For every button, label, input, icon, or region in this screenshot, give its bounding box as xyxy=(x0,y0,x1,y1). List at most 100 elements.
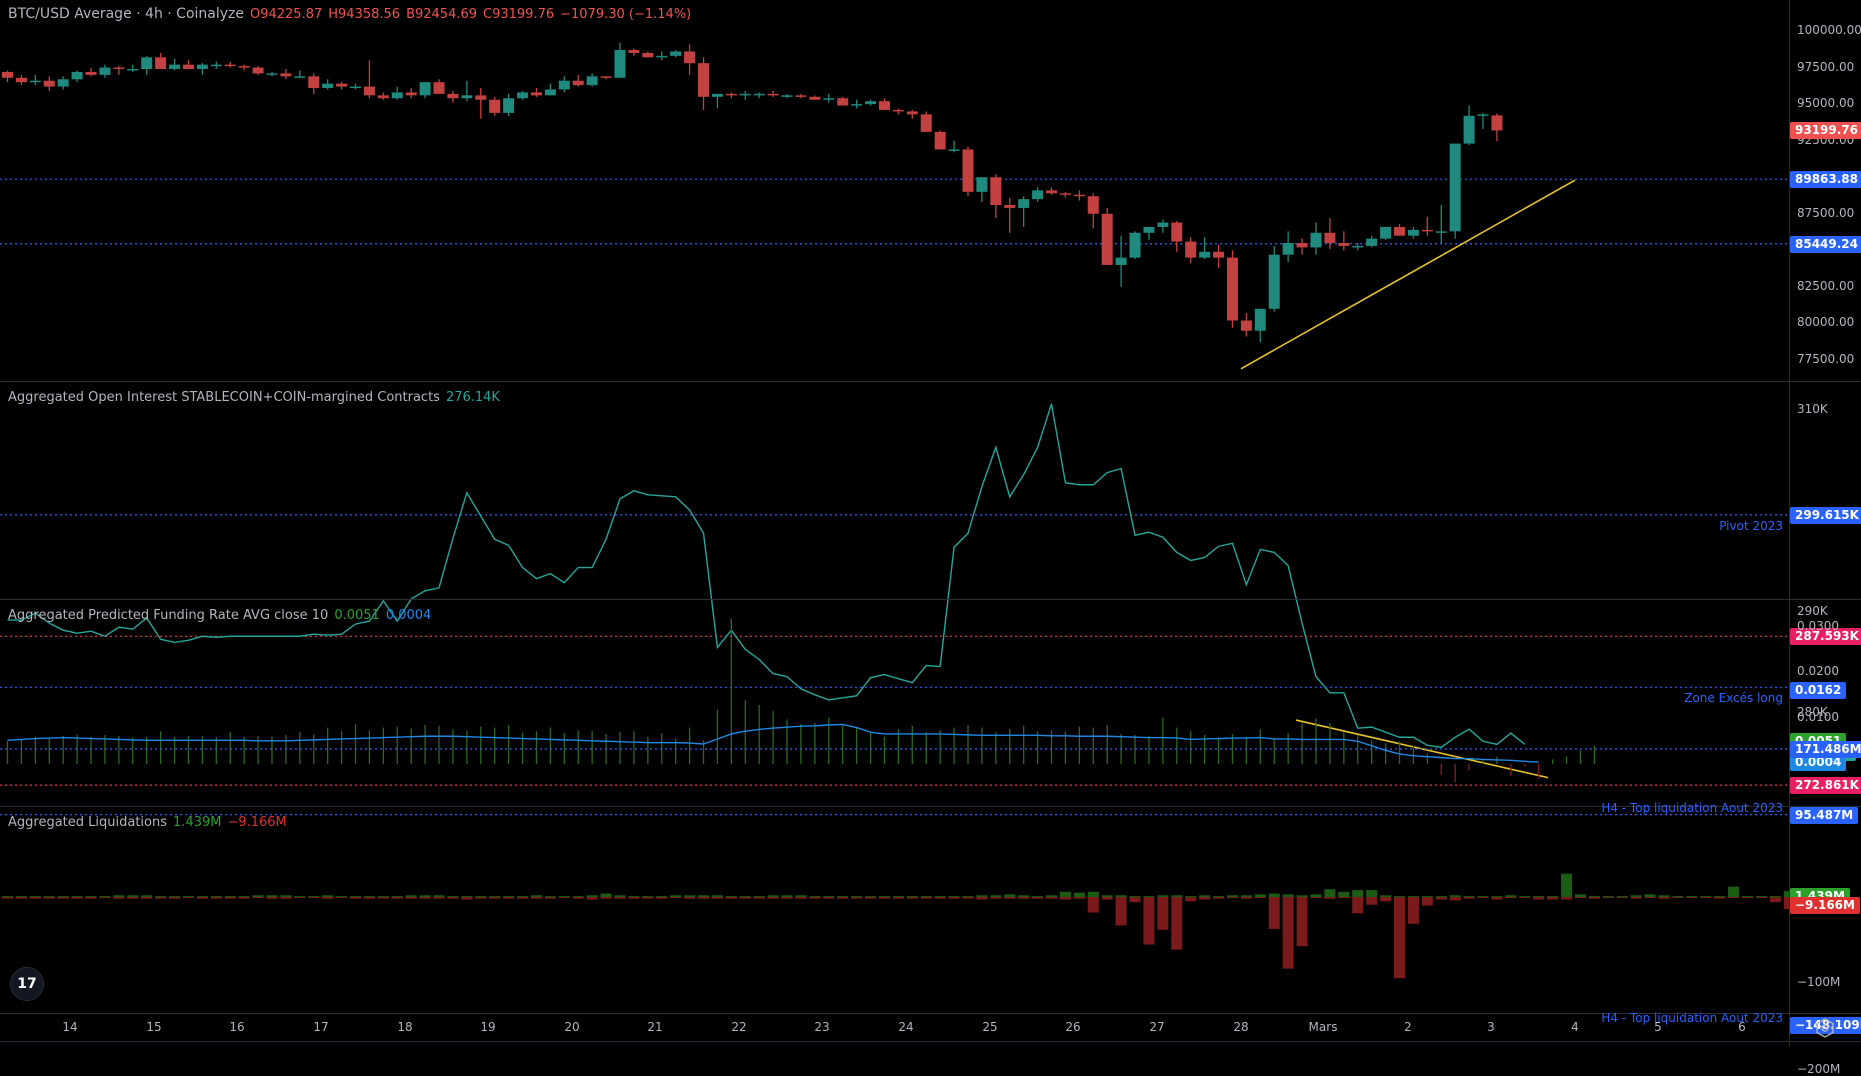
candle-body xyxy=(1380,226,1392,239)
liq-short-bar xyxy=(433,897,445,899)
liq-long-bar xyxy=(1547,896,1559,898)
candle-body xyxy=(544,89,556,96)
liq-long-bar xyxy=(1185,896,1197,898)
time-tick: 6 xyxy=(1738,1020,1746,1034)
liq-short-bar xyxy=(1407,897,1419,924)
liq-long-bar xyxy=(865,896,877,898)
candle-body xyxy=(1352,245,1364,248)
candle-body xyxy=(976,177,988,192)
liq-short-bar xyxy=(948,897,960,899)
oi-tick: 280K xyxy=(1797,705,1828,719)
price-tick: 87500.00 xyxy=(1797,205,1855,220)
candle-body xyxy=(1310,232,1322,248)
liq-long-bar xyxy=(1059,891,1071,897)
candle-body xyxy=(1171,222,1183,242)
candle-body xyxy=(391,92,403,99)
liq-short-bar xyxy=(851,897,863,899)
liq-short-bar xyxy=(1630,897,1642,899)
liq-long-bar xyxy=(628,896,640,898)
candle-body xyxy=(113,67,125,70)
liq-short-bar xyxy=(1477,897,1489,898)
liq-long-bar xyxy=(739,896,751,898)
liq-long-bar xyxy=(475,896,487,898)
liq-long-bar xyxy=(155,896,167,898)
candle-body xyxy=(684,51,696,64)
liq-long-bar xyxy=(600,893,612,897)
candle-body xyxy=(1268,254,1280,309)
candle-body xyxy=(182,64,194,70)
liq-value-short: −9.166M xyxy=(227,815,287,830)
candle-body xyxy=(155,57,167,70)
time-tick: 17 xyxy=(313,1020,329,1034)
liq-long-bar xyxy=(1449,895,1461,897)
tradingview-logo[interactable]: 17 xyxy=(10,967,44,1001)
liq-short-bar xyxy=(1129,897,1141,903)
liq-long-bar xyxy=(336,896,348,898)
candle-body xyxy=(781,95,793,97)
time-tick: 14 xyxy=(62,1020,78,1034)
liq-short-bar xyxy=(1742,897,1753,898)
funding-tick: 0.0200 xyxy=(1797,664,1839,678)
liq-long-bar xyxy=(976,895,988,897)
candle-body xyxy=(1435,231,1447,233)
liq-short-bar xyxy=(1435,897,1447,900)
candle-body xyxy=(224,64,236,67)
liq-title[interactable]: Aggregated Liquidations xyxy=(8,815,168,830)
trendline xyxy=(1240,179,1576,370)
chart-canvas[interactable] xyxy=(0,0,1789,1013)
liq-long-bar xyxy=(99,896,111,898)
funding-title[interactable]: Aggregated Predicted Funding Rate AVG cl… xyxy=(8,608,329,623)
liq-long-bar xyxy=(517,896,529,898)
liq-long-bar xyxy=(1380,895,1392,897)
symbol-title[interactable]: BTC/USD Average · 4h · Coinalyze xyxy=(8,6,244,22)
liq-short-bar xyxy=(1213,897,1225,899)
liq-short-bar xyxy=(517,897,529,899)
price-tick: 97500.00 xyxy=(1797,59,1855,74)
liq-short-bar xyxy=(1032,897,1044,899)
oi-title[interactable]: Aggregated Open Interest STABLECOIN+COIN… xyxy=(8,390,440,405)
liq-long-bar xyxy=(1032,896,1044,898)
pane-divider[interactable] xyxy=(0,806,1861,807)
liq-short-bar xyxy=(1616,897,1628,898)
liq-long-bar xyxy=(795,895,807,897)
pane-divider[interactable] xyxy=(0,381,1861,382)
liq-long-bar xyxy=(1226,895,1238,897)
candle-body xyxy=(1143,226,1155,233)
liq-short-bar xyxy=(920,897,932,899)
candle-body xyxy=(865,101,877,105)
liq-long-bar xyxy=(920,896,932,898)
liq-long-bar xyxy=(363,896,375,898)
candle-body xyxy=(210,64,222,67)
candle-body xyxy=(308,76,320,89)
liq-long-bar xyxy=(85,896,97,898)
liq-short-bar xyxy=(1714,897,1726,899)
liq-long-bar xyxy=(2,896,13,898)
liq-long-bar xyxy=(447,896,459,898)
liq-long-bar xyxy=(1658,895,1670,897)
oi-level-label: Pivot 2023 xyxy=(1719,518,1783,533)
liq-long-bar xyxy=(1407,896,1419,898)
liq-long-bar xyxy=(1630,895,1642,897)
liq-short-bar xyxy=(684,897,696,899)
liq-long-bar xyxy=(210,896,222,898)
liq-short-bar xyxy=(1728,897,1740,898)
candle-body xyxy=(57,79,69,87)
liq-long-bar xyxy=(169,896,181,898)
oi-tick: 290K xyxy=(1797,604,1828,618)
candle-body xyxy=(252,67,264,74)
liq-short-bar xyxy=(336,897,348,898)
candle-body xyxy=(363,86,375,96)
candle-body xyxy=(642,52,654,58)
liq-short-bar xyxy=(600,897,612,899)
candle-body xyxy=(503,98,515,113)
time-tick: 27 xyxy=(1149,1020,1165,1034)
candle-body xyxy=(169,64,181,70)
candle-body xyxy=(1115,257,1127,265)
liq-long-bar xyxy=(1421,896,1433,898)
pane-divider[interactable] xyxy=(0,599,1861,600)
liq-short-bar xyxy=(169,897,181,899)
liq-long-bar xyxy=(1394,896,1405,898)
settings-gear-icon[interactable] xyxy=(1815,1018,1835,1038)
liq-long-bar xyxy=(530,895,542,897)
liq-long-bar xyxy=(419,895,431,897)
